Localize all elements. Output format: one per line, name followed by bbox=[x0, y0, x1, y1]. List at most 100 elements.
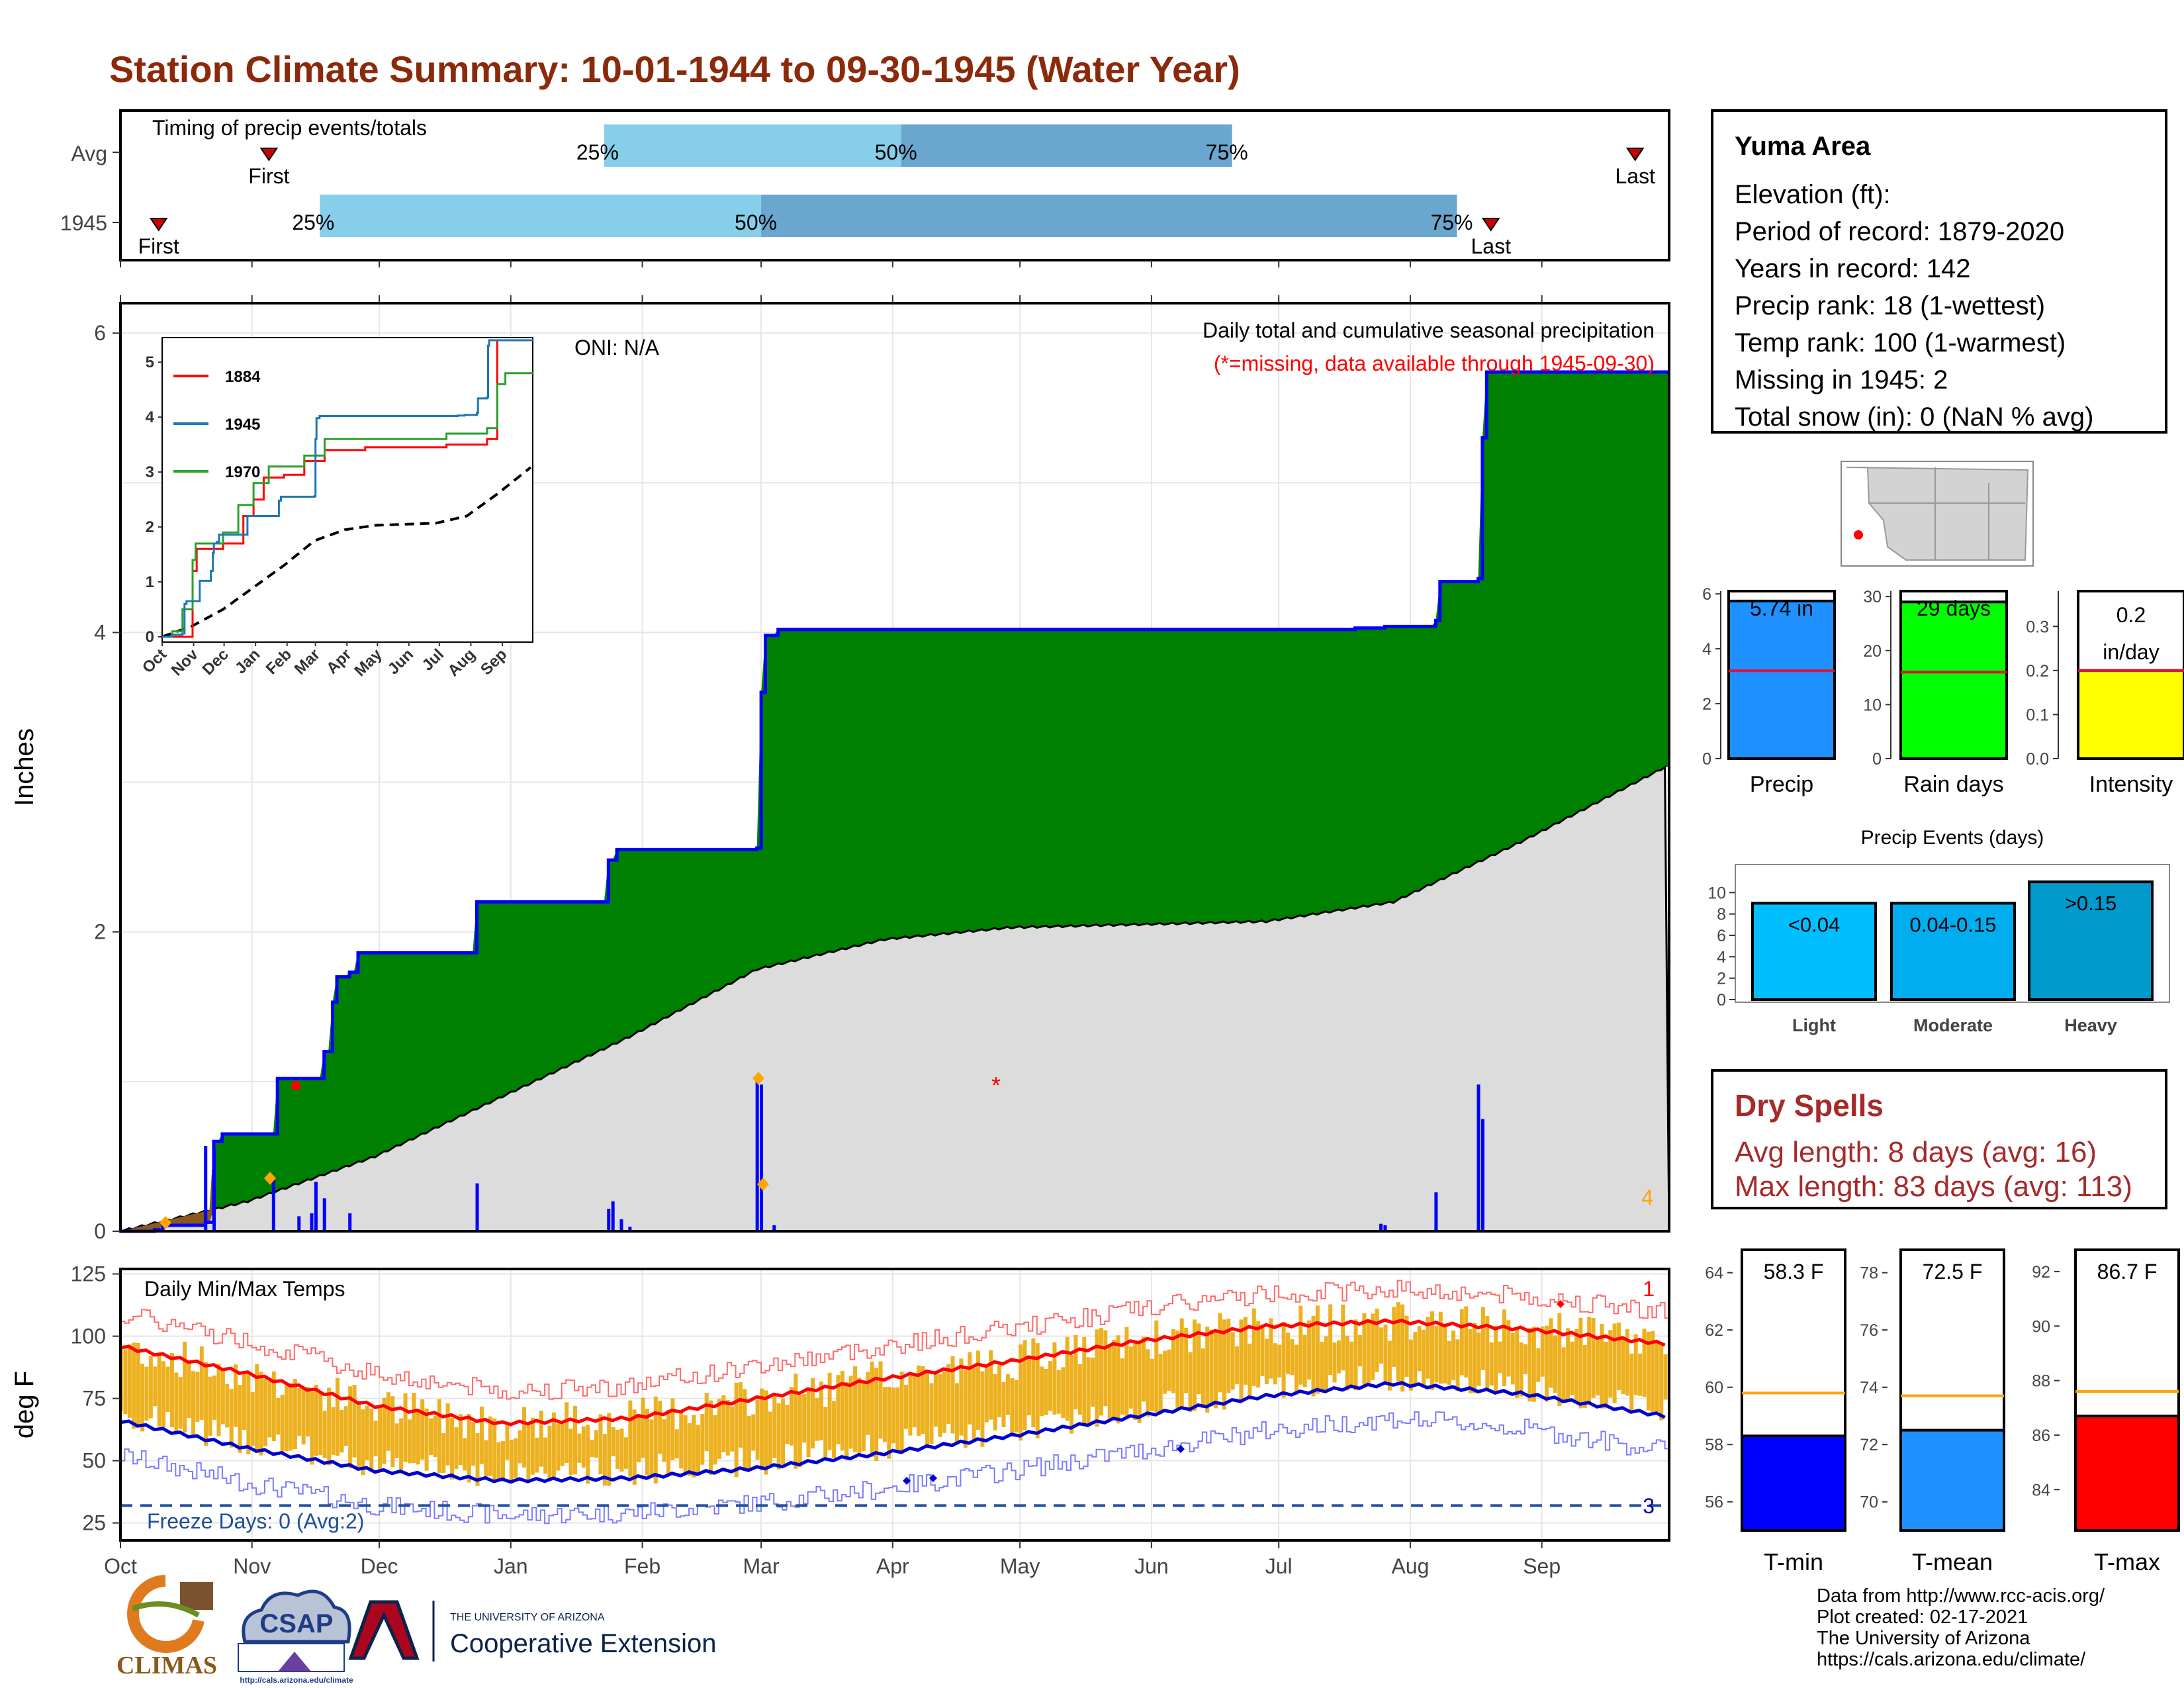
daily-temp-bar bbox=[1557, 1313, 1562, 1406]
summary-category-label: Rain days bbox=[1903, 772, 2003, 797]
daily-temp-bar bbox=[123, 1349, 128, 1415]
daily-temp-bar bbox=[704, 1393, 709, 1452]
daily-temp-bar bbox=[963, 1370, 968, 1448]
daily-temp-bar bbox=[836, 1375, 841, 1444]
daily-temp-bar bbox=[551, 1412, 556, 1478]
daily-temp-bar bbox=[399, 1418, 404, 1470]
daily-temp-bar bbox=[1612, 1323, 1617, 1403]
record-high-marker bbox=[1557, 1300, 1565, 1308]
page-title: Station Climate Summary: 10-01-1944 to 0… bbox=[109, 48, 1240, 90]
daily-temp-bar bbox=[861, 1382, 866, 1451]
inset-y-tick-label: 3 bbox=[146, 463, 154, 481]
daily-temp-bar bbox=[1417, 1326, 1422, 1372]
timing-p25-label: 25% bbox=[576, 140, 619, 164]
credit-university: The University of Arizona bbox=[1817, 1628, 2030, 1649]
daily-temp-bar bbox=[1617, 1322, 1621, 1391]
daily-temp-bar bbox=[611, 1427, 615, 1456]
summary-axis-tick-label: 0.2 bbox=[2026, 662, 2049, 680]
daily-temp-bar bbox=[285, 1385, 289, 1452]
daily-temp-bar bbox=[1286, 1333, 1291, 1374]
daily-temp-bar bbox=[403, 1393, 408, 1462]
daily-temp-bar bbox=[662, 1419, 666, 1462]
daily-temp-bar bbox=[1103, 1330, 1108, 1407]
daily-temp-bar bbox=[776, 1403, 781, 1470]
precip-axis-tick-label: 4 bbox=[94, 620, 106, 644]
daily-temp-bar bbox=[1150, 1358, 1154, 1411]
record-low-count: 3 bbox=[1643, 1494, 1655, 1518]
inset-line-1945 bbox=[162, 339, 533, 638]
daily-temp-bar bbox=[1349, 1341, 1354, 1389]
daily-temp-bar bbox=[577, 1433, 582, 1463]
daily-temp-bar bbox=[1026, 1356, 1031, 1416]
daily-temp-bar bbox=[1422, 1329, 1426, 1388]
daily-temp-bar bbox=[1383, 1325, 1388, 1382]
daily-temp-bar bbox=[789, 1387, 794, 1446]
record-low-marker bbox=[903, 1477, 911, 1485]
month-axis-label: Oct bbox=[104, 1554, 137, 1578]
daily-temp-bar bbox=[1502, 1309, 1506, 1387]
daily-temp-bar bbox=[628, 1400, 633, 1477]
daily-temp-bar bbox=[615, 1429, 620, 1470]
credit-plot-created: Plot created: 02-17-2021 bbox=[1817, 1607, 2028, 1628]
temp-summary-category-label: T-min bbox=[1764, 1548, 1823, 1575]
daily-precip-bar bbox=[204, 1146, 208, 1231]
daily-temp-bar bbox=[581, 1426, 586, 1468]
timing-panel: Timing of precip events/totals Avg 1945 … bbox=[60, 109, 1670, 303]
daily-temp-bar bbox=[810, 1378, 815, 1449]
daily-temp-bar bbox=[1320, 1341, 1324, 1392]
daily-temp-bar bbox=[306, 1387, 310, 1437]
daily-temp-bar bbox=[713, 1415, 717, 1465]
precip-y-axis: 0 2 4 6 bbox=[94, 321, 120, 1243]
daily-temp-bar bbox=[887, 1386, 891, 1459]
daily-temp-bar bbox=[1366, 1323, 1371, 1385]
daily-temp-bar bbox=[1230, 1332, 1235, 1390]
daily-temp-bar bbox=[420, 1399, 425, 1460]
daily-temp-bar bbox=[1379, 1327, 1384, 1364]
missing-data-marker: * bbox=[991, 1072, 1001, 1099]
summary-axis-tick-label: 0 bbox=[1702, 750, 1711, 769]
daily-temp-bar bbox=[271, 1371, 276, 1442]
daily-temp-bar bbox=[1494, 1326, 1498, 1391]
daily-temp-bar bbox=[912, 1375, 917, 1428]
daily-temp-bar bbox=[361, 1409, 365, 1476]
climas-logo-text: CLIMAS bbox=[116, 1652, 217, 1679]
summary-value-label: 0.2 bbox=[2116, 603, 2146, 627]
daily-temp-bar bbox=[929, 1383, 934, 1444]
daily-temp-bar bbox=[301, 1387, 306, 1445]
daily-temp-bar bbox=[1065, 1336, 1069, 1421]
daily-temp-bar bbox=[815, 1398, 819, 1441]
daily-temp-bar bbox=[739, 1382, 743, 1448]
daily-temp-bar bbox=[882, 1387, 887, 1442]
daily-temp-bar bbox=[204, 1362, 208, 1446]
daily-temp-bar bbox=[1455, 1339, 1460, 1391]
daily-temp-bar bbox=[242, 1371, 246, 1430]
daily-temp-bar bbox=[1358, 1335, 1362, 1367]
daily-temp-bar bbox=[1506, 1320, 1511, 1377]
summary-axis-tick-label: 2 bbox=[1702, 695, 1711, 714]
precip-frame bbox=[119, 302, 1670, 1233]
daily-temp-bar bbox=[997, 1364, 1002, 1418]
inset-line-1970 bbox=[162, 372, 533, 638]
events-axis-tick-label: 8 bbox=[1717, 906, 1726, 924]
daily-temp-bar bbox=[416, 1409, 420, 1465]
temp-summary-value-label: 72.5 F bbox=[1923, 1260, 1983, 1284]
extreme-marker bbox=[757, 1178, 769, 1191]
summary-bar-panels: 0 2 4 6 5.74 in Precip 0 10 20 30 29 days Rain days… bbox=[1702, 585, 2184, 797]
event-category-label: Heavy bbox=[2064, 1015, 2117, 1035]
timing-avg-label: Avg bbox=[71, 142, 107, 165]
daily-temp-bar bbox=[641, 1397, 645, 1458]
daily-temp-bar bbox=[1061, 1367, 1066, 1419]
daily-temp-bar bbox=[259, 1372, 263, 1456]
daily-temp-bar bbox=[1222, 1319, 1226, 1410]
temp-summary-axis-tick-label: 72 bbox=[1860, 1436, 1878, 1454]
temperature-panel: Daily Min/Max Temps Freeze Days: 0 (Avg:… bbox=[10, 1262, 1670, 1578]
daily-temp-bar bbox=[823, 1407, 828, 1458]
daily-temp-bar bbox=[289, 1383, 293, 1451]
daily-temp-bar bbox=[343, 1406, 348, 1446]
temp-summary-axis-tick-label: 84 bbox=[2032, 1481, 2050, 1499]
event-bar bbox=[1751, 902, 1877, 1001]
daily-temp-bar bbox=[679, 1411, 684, 1469]
daily-temp-bar bbox=[688, 1423, 692, 1476]
daily-temp-bar bbox=[505, 1422, 510, 1460]
daily-temp-bar bbox=[972, 1368, 976, 1442]
